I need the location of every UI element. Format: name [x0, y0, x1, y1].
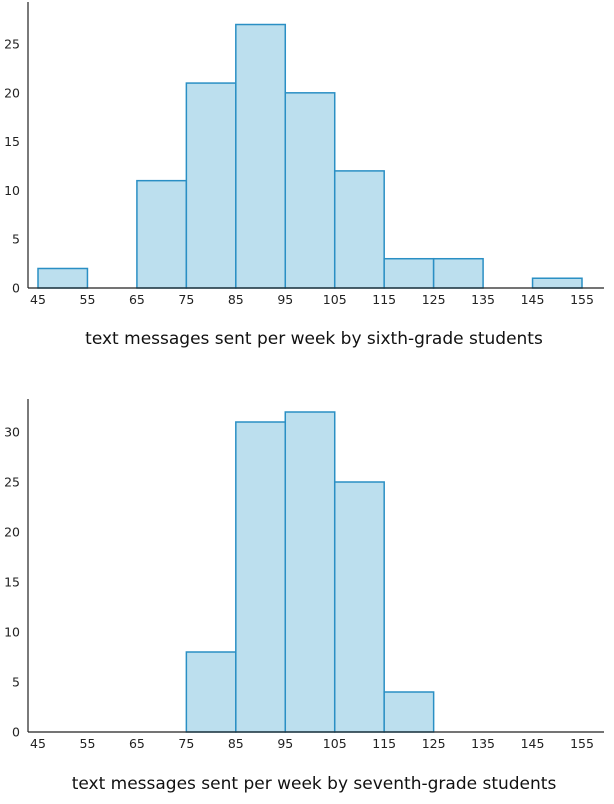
x-axis-title: text messages sent per week by seventh-g… — [72, 774, 557, 794]
y-tick-label: 15 — [4, 134, 20, 149]
x-tick-label: 105 — [323, 292, 347, 307]
x-tick-label: 85 — [228, 736, 244, 751]
y-tick-label: 10 — [4, 625, 20, 640]
y-tick-label: 25 — [4, 37, 20, 52]
x-tick-label: 155 — [570, 292, 594, 307]
bar-45-55 — [37, 267, 89, 289]
histogram-seventh-grade: 0 5 10 15 20 25 30 45 55 65 75 85 95 105 115 125 135 145 1… — [4, 399, 604, 794]
y-tick-label: 0 — [12, 725, 20, 740]
y-tick-label: 10 — [4, 183, 20, 198]
y-tick-label: 25 — [4, 475, 20, 490]
x-tick-label: 65 — [129, 736, 145, 751]
y-tick-label: 0 — [12, 281, 20, 296]
y-tick-label: 20 — [4, 85, 20, 100]
y-tick-label: 30 — [4, 425, 20, 440]
x-tick-label: 85 — [228, 292, 244, 307]
histogram-sixth-grade: 0 5 10 15 20 25 45 55 65 75 85 95 105 115 125 135 145 155… — [4, 2, 604, 349]
bar-115-125 — [383, 257, 435, 289]
y-tick-label: 20 — [4, 525, 20, 540]
x-tick-label: 145 — [521, 292, 545, 307]
x-tick-label: 115 — [372, 292, 396, 307]
x-tick-label: 75 — [178, 292, 194, 307]
x-tick-label: 145 — [521, 736, 545, 751]
x-tick-label: 155 — [570, 736, 594, 751]
x-tick-label: 135 — [471, 292, 495, 307]
y-tick-label: 5 — [12, 232, 20, 247]
bar-85-95 — [235, 23, 287, 289]
x-tick-label: 95 — [277, 736, 293, 751]
y-tick-label: 5 — [12, 675, 20, 690]
x-tick-label: 135 — [471, 736, 495, 751]
bar-65-75 — [136, 179, 188, 289]
x-tick-label: 65 — [129, 292, 145, 307]
x-tick-label: 55 — [80, 736, 96, 751]
bar-85-95 — [235, 421, 287, 733]
x-tick-label: 125 — [422, 736, 446, 751]
bars — [37, 23, 583, 289]
bar-75-85 — [185, 651, 237, 733]
bar-115-125 — [383, 691, 435, 733]
bars — [185, 411, 435, 733]
bar-105-115 — [333, 481, 385, 733]
bar-105-115 — [333, 170, 385, 289]
x-tick-label: 45 — [30, 292, 46, 307]
x-tick-label: 45 — [30, 736, 46, 751]
y-tick-label: 15 — [4, 575, 20, 590]
x-tick-label: 105 — [323, 736, 347, 751]
bar-95-105 — [284, 411, 336, 733]
x-tick-label: 75 — [178, 736, 194, 751]
bar-125-135 — [432, 257, 484, 289]
x-tick-label: 55 — [80, 292, 96, 307]
bar-75-85 — [185, 82, 237, 289]
x-tick-label: 115 — [372, 736, 396, 751]
x-tick-label: 95 — [277, 292, 293, 307]
x-axis-title: text messages sent per week by sixth-gra… — [85, 329, 543, 349]
bar-95-105 — [284, 92, 336, 289]
bar-145-155 — [531, 277, 583, 289]
x-tick-label: 125 — [422, 292, 446, 307]
